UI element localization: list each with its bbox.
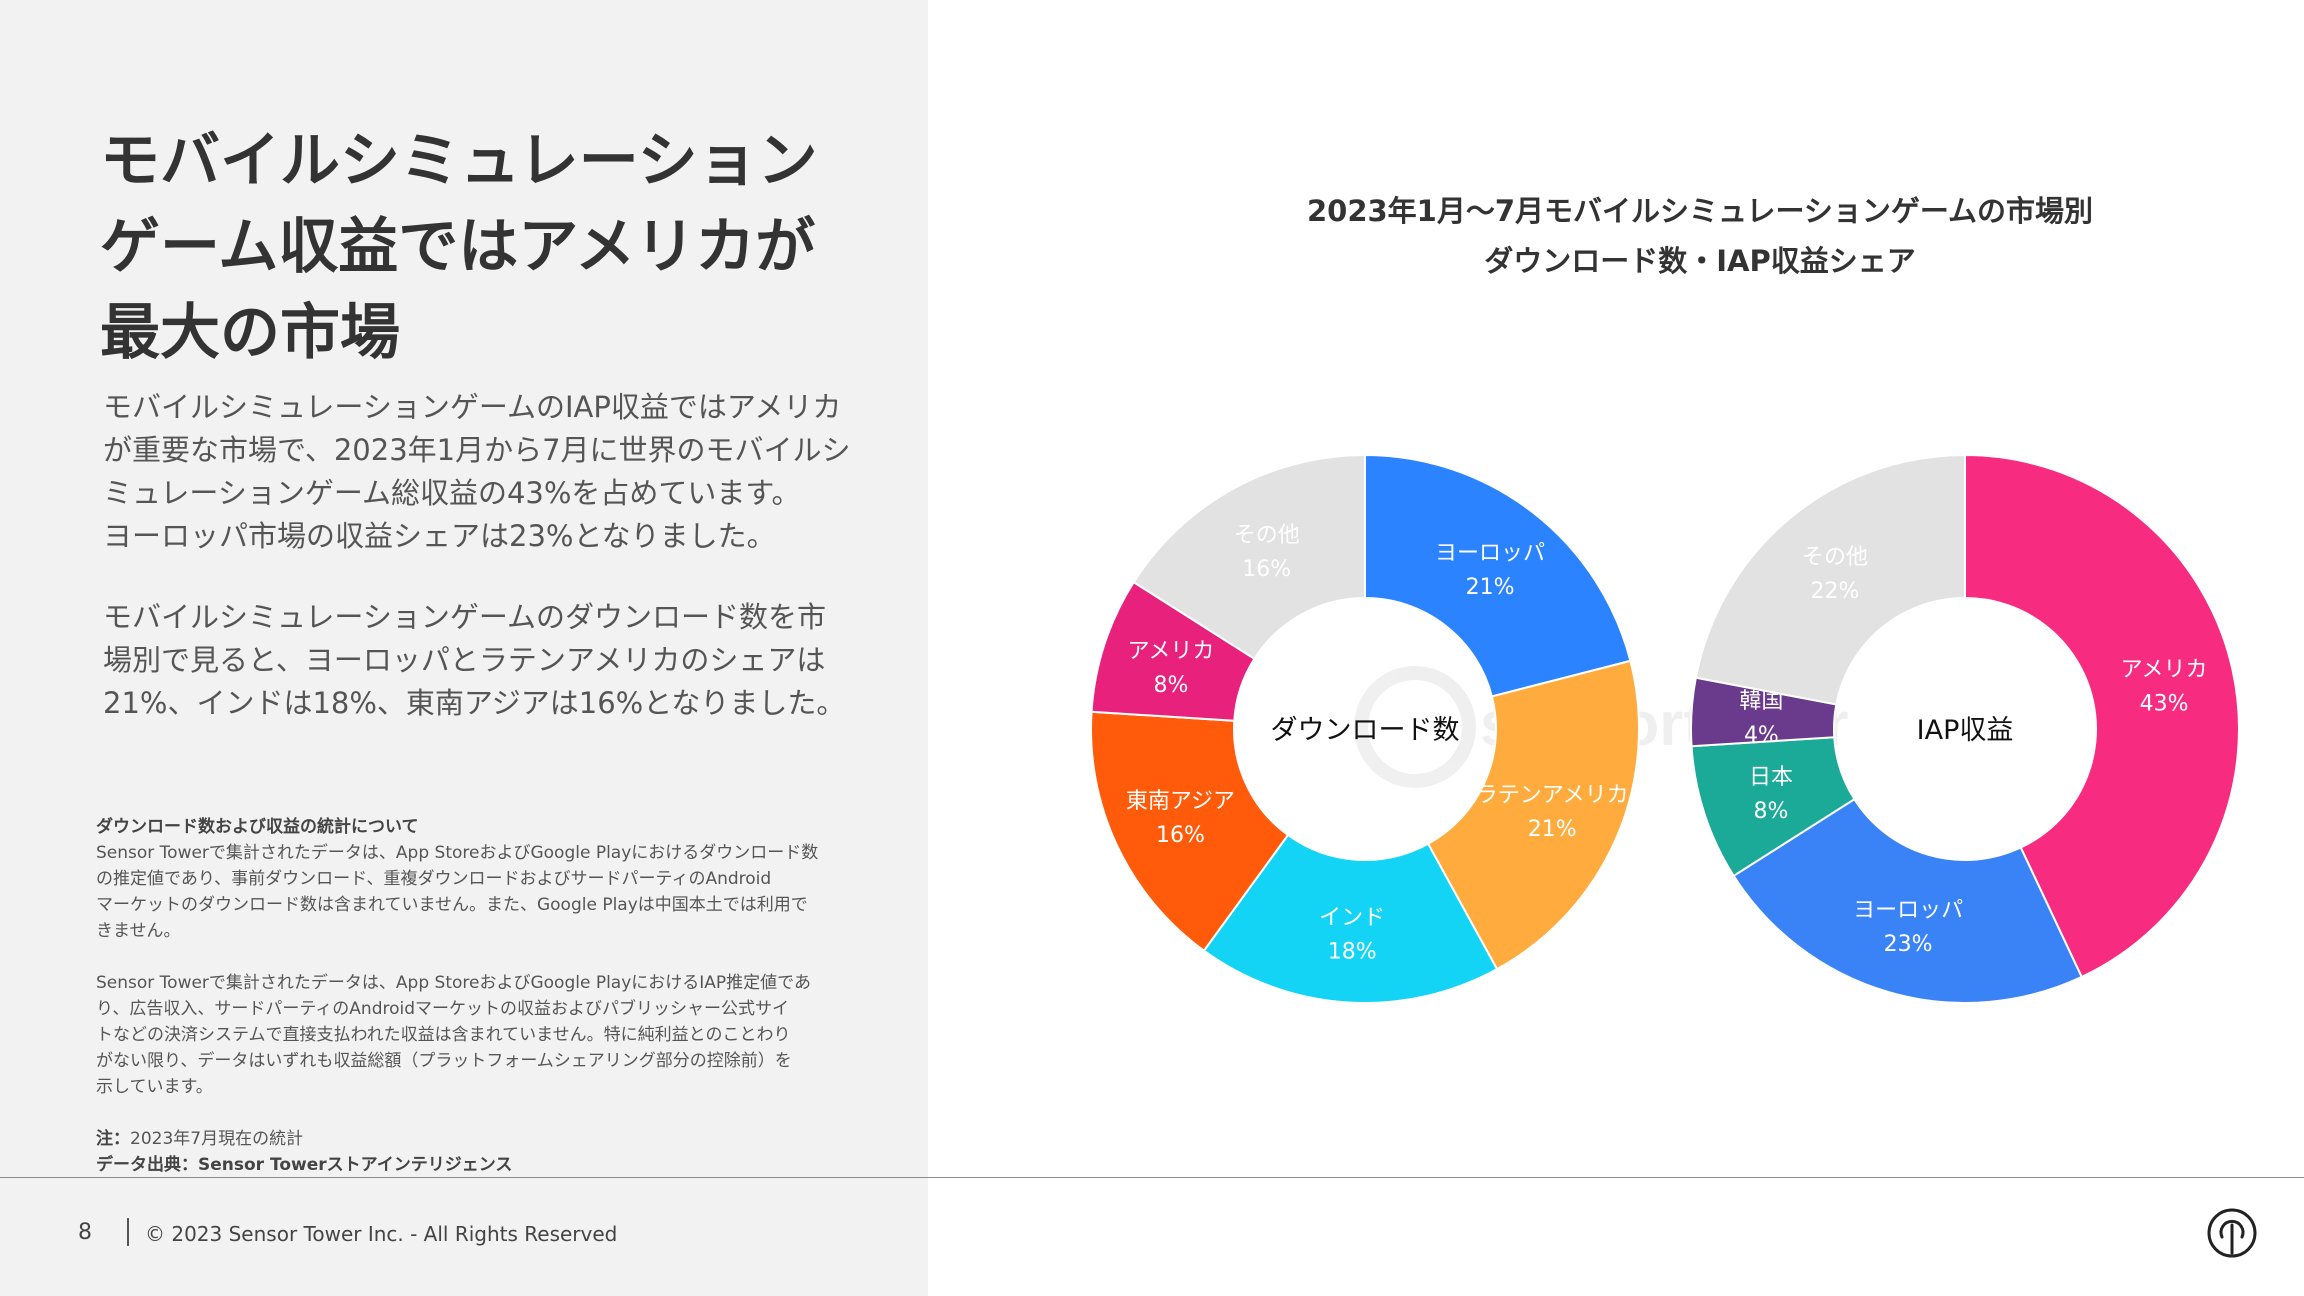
- methodology-notes: ダウンロード数および収益の統計について Sensor Towerで集計されたデー…: [96, 814, 846, 1178]
- notes-line: の推定値であり、事前ダウンロード、重複ダウンロードおよびサードパーティのAndr…: [96, 869, 772, 889]
- slice-category-label: インド: [1319, 906, 1385, 931]
- body-line: 21%、インドは18%、東南アジアは16%となりました。: [103, 686, 846, 720]
- notes-line: Sensor Towerで集計されたデータは、App StoreおよびGoogl…: [96, 843, 819, 863]
- slice-value-label: 43%: [2140, 691, 2189, 716]
- copyright-text: © 2023 Sensor Tower Inc. - All Rights Re…: [145, 1222, 618, 1246]
- chart-title-line: ダウンロード数・IAP収益シェア: [1484, 244, 1916, 278]
- donut-slice: [1202, 833, 1499, 1004]
- slice-value-label: 18%: [1328, 940, 1377, 965]
- donut-center-label: ダウンロード数: [1271, 715, 1460, 746]
- slice-category-label: アメリカ: [2121, 657, 2208, 682]
- body-line: モバイルシミュレーションゲームのIAP収益ではアメリカ: [103, 390, 842, 424]
- note-text: 2023年7月現在の統計: [130, 1129, 304, 1149]
- slice-category-label: 東南アジア: [1126, 789, 1235, 814]
- donut-slice: [1090, 710, 1290, 953]
- footer-separator: [127, 1218, 129, 1246]
- slice-category-label: ラテンアメリカ: [1476, 783, 1629, 808]
- headline-line: モバイルシミュレーション: [100, 126, 818, 196]
- slice-value-label: 21%: [1466, 575, 1515, 600]
- donut-slice: [1732, 797, 2083, 1004]
- notes-line: り、広告収入、サードパーティのAndroidマーケットの収益およびパブリッシャー…: [96, 999, 790, 1019]
- note-label: 注：: [96, 1129, 130, 1149]
- source-text: Sensor Towerストアインテリジェンス: [198, 1155, 513, 1175]
- donut-slice: [1964, 453, 2240, 979]
- donut-center-label: IAP収益: [1917, 715, 2014, 746]
- downloads-donut: ヨーロッパ 21% ラテンアメリカ 21% インド 18% 東南アジア 16% アメリカ 8% その…: [1090, 453, 1640, 1004]
- notes-title: ダウンロード数および収益の統計について: [96, 817, 419, 837]
- slice-category-label: アメリカ: [1128, 639, 1215, 664]
- headline-line: ゲーム収益ではアメリカが: [100, 212, 816, 282]
- slice-value-label: 8%: [1154, 673, 1189, 698]
- body-line: 場別で見ると、ヨーロッパとラテンアメリカのシェアは: [103, 643, 826, 677]
- notes-line: 示しています。: [96, 1077, 213, 1097]
- slice-value-label: 21%: [1528, 817, 1577, 842]
- notes-line: がない限り、データはいずれも収益総額（プラットフォームシェアリング部分の控除前）…: [96, 1051, 792, 1071]
- slice-category-label: 日本: [1749, 765, 1793, 790]
- slice-value-label: 23%: [1884, 932, 1933, 957]
- notes-line: トなどの決済システムで直接支払われた収益は含まれていません。特に純利益とのことわ…: [96, 1025, 791, 1045]
- slice-category-label: その他: [1234, 523, 1300, 548]
- body-line: ヨーロッパ市場の収益シェアは23%となりました。: [103, 519, 776, 553]
- page-number: 8: [78, 1220, 92, 1245]
- notes-line: マーケットのダウンロード数は含まれていません。また、Google Playは中国…: [96, 895, 808, 915]
- data-source: データ出典：Sensor Towerストアインテリジェンス: [96, 1152, 846, 1178]
- body-paragraph-revenue: モバイルシミュレーションゲームのIAP収益ではアメリカ が重要な市場で、2023…: [103, 386, 851, 558]
- slice-value-label: 16%: [1242, 557, 1291, 582]
- chart-title-line: 2023年1月～7月モバイルシミュレーションゲームの市場別: [1306, 194, 2094, 228]
- donut-slice: [1132, 453, 1366, 661]
- notes-line: Sensor Towerで集計されたデータは、App StoreおよびGoogl…: [96, 973, 811, 993]
- donut-slice: [1694, 453, 1966, 706]
- source-label: データ出典：: [96, 1155, 198, 1175]
- body-line: が重要な市場で、2023年1月から7月に世界のモバイルシ: [103, 433, 851, 467]
- slice-value-label: 4%: [1744, 723, 1779, 748]
- footer-divider: [0, 1177, 2304, 1178]
- body-paragraph-downloads: モバイルシミュレーションゲームのダウンロード数を市 場別で見ると、ヨーロッパとラ…: [103, 596, 846, 725]
- slice-value-label: 22%: [1811, 579, 1860, 604]
- headline-line: 最大の市場: [100, 298, 400, 368]
- donut-slice: [1426, 659, 1640, 971]
- body-line: モバイルシミュレーションゲームのダウンロード数を市: [103, 600, 826, 634]
- slice-value-label: 16%: [1156, 823, 1205, 848]
- slice-value-label: 8%: [1754, 799, 1789, 824]
- body-line: ミュレーションゲーム総収益の43%を占めています。: [103, 476, 801, 510]
- slice-category-label: ヨーロッパ: [1853, 898, 1963, 923]
- slice-category-label: ヨーロッパ: [1435, 541, 1545, 566]
- page-headline: モバイルシミュレーション ゲーム収益ではアメリカが 最大の市場: [100, 118, 880, 376]
- slice-category-label: その他: [1802, 545, 1868, 570]
- donut-slice: [1364, 453, 1632, 698]
- chart-title: 2023年1月～7月モバイルシミュレーションゲームの市場別 ダウンロード数・IA…: [1080, 186, 2304, 286]
- left-panel: モバイルシミュレーション ゲーム収益ではアメリカが 最大の市場 モバイルシミュレ…: [0, 0, 928, 1296]
- note-date: 注：2023年7月現在の統計: [96, 1126, 846, 1152]
- notes-line: きません。: [96, 921, 181, 941]
- sensor-tower-logo-icon: [2207, 1208, 2257, 1258]
